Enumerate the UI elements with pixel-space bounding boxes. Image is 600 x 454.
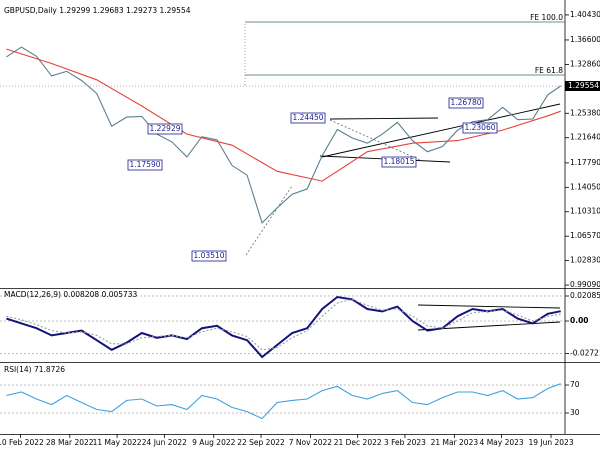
x-tick-label: 7 Nov 2022 xyxy=(289,438,332,447)
x-tick-label: 9 Aug 2022 xyxy=(192,438,235,447)
last-price-label: 1.29554 xyxy=(568,81,599,90)
x-tick-label: 11 May 2022 xyxy=(93,438,142,447)
x-tick-label: 22 Sep 2022 xyxy=(237,438,285,447)
annotation-box xyxy=(127,159,163,171)
y-tick-label: 0.020858 xyxy=(570,291,600,300)
y-tick-label: 1.25380 xyxy=(570,108,600,117)
trend-line xyxy=(321,103,561,158)
y-tick-label: 1.32860 xyxy=(570,59,600,68)
annotation-label: 1.22929 xyxy=(149,124,180,133)
x-tick-label: 24 Jun 2022 xyxy=(142,438,187,447)
annotation-box xyxy=(448,97,484,109)
annotation-label: 1.23060 xyxy=(464,123,495,132)
last-price-box xyxy=(565,80,600,91)
series-line xyxy=(6,295,561,359)
header-value: 1.29273 xyxy=(126,6,157,15)
trend-line xyxy=(417,304,561,309)
fib-label: FE 100.0 xyxy=(530,13,563,22)
header-value: 1.29683 xyxy=(93,6,124,15)
annotation-label: 1.17590 xyxy=(129,160,160,169)
y-tick-label: 0.00 xyxy=(570,316,589,325)
annotation-label: 1.26780 xyxy=(450,98,481,107)
trend-line xyxy=(329,117,439,120)
x-tick-label: 28 Mar 2022 xyxy=(46,438,94,447)
y-tick-label: 1.36600 xyxy=(570,35,600,44)
annotation-box xyxy=(290,112,326,124)
y-tick-label: 1.21640 xyxy=(570,133,600,142)
y-tick-label: 1.40430 xyxy=(570,10,600,19)
annotation-label: 1.18015 xyxy=(383,157,414,166)
y-tick-label: 30 xyxy=(570,408,580,417)
header-value: 0.005733 xyxy=(102,290,138,299)
y-tick-label: 1.06570 xyxy=(570,231,600,240)
x-tick-label: 3 Feb 2023 xyxy=(384,438,426,447)
x-tick-label: 4 May 2023 xyxy=(480,438,524,447)
y-tick-label: 0.99090 xyxy=(570,280,600,289)
x-tick-label: 10 Feb 2022 xyxy=(0,438,44,447)
y-tick-label: 1.10310 xyxy=(570,207,600,216)
x-tick-label: 19 Jun 2023 xyxy=(528,438,573,447)
series-line xyxy=(6,298,561,351)
annotation-box xyxy=(462,122,498,134)
panel-header: GBPUSD,Daily 1.29299 1.29683 1.29273 1.2… xyxy=(4,6,191,15)
annotation-label: 1.03510 xyxy=(193,251,224,260)
dashed-line xyxy=(245,185,293,256)
header-value: 71.8726 xyxy=(34,365,65,374)
header-value: 0.008208 xyxy=(63,290,99,299)
y-tick-label: 1.17790 xyxy=(570,158,600,167)
y-tick-label: -0.027213 xyxy=(570,349,600,358)
x-tick-label: 21 Dec 2022 xyxy=(334,438,382,447)
y-tick-label: 1.02830 xyxy=(570,256,600,265)
y-tick-label: 1.14050 xyxy=(570,182,600,191)
annotation-box xyxy=(191,250,227,262)
panel-title: MACD(12,26,9) xyxy=(4,290,61,299)
annotation-box xyxy=(147,123,183,135)
panel-header: RSI(14) 71.8726 xyxy=(4,365,65,374)
y-tick-label: 70 xyxy=(570,380,580,389)
annotation-label: 1.24450 xyxy=(292,113,323,122)
panel-title: GBPUSD,Daily xyxy=(4,6,57,15)
series-line xyxy=(6,383,561,420)
dashed-line xyxy=(329,119,421,161)
panel-title: RSI(14) xyxy=(4,365,32,374)
annotation-box xyxy=(381,156,417,168)
header-value: 1.29299 xyxy=(59,6,90,15)
header-value: 1.29554 xyxy=(159,6,190,15)
panel-header: MACD(12,26,9) 0.008208 0.005733 xyxy=(4,290,138,299)
fib-label: FE 61.8 xyxy=(535,66,563,75)
x-tick-label: 21 Mar 2023 xyxy=(431,438,479,447)
